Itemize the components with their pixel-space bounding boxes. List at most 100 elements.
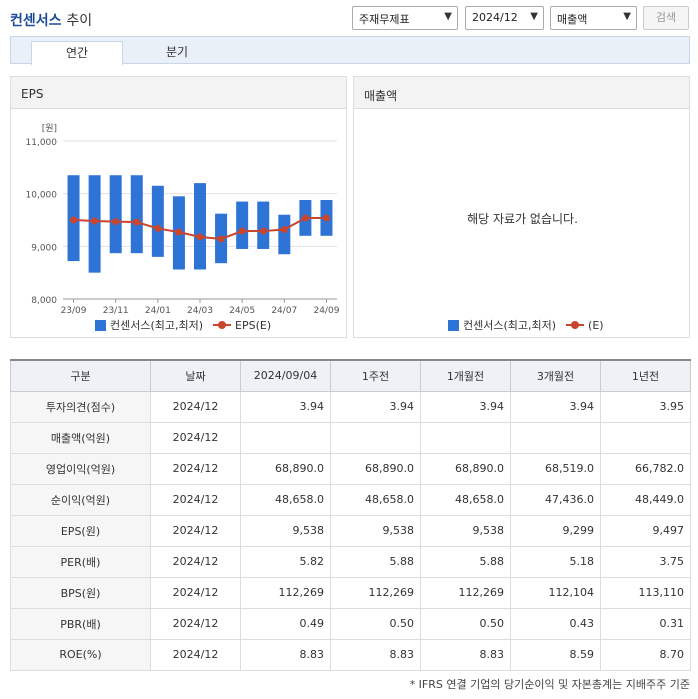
- x-tick-label: 23/09: [61, 306, 87, 316]
- tab-quarterly[interactable]: 분기: [165, 45, 189, 59]
- x-tick-label: 24/03: [187, 306, 213, 316]
- table-cell: 8.83: [420, 638, 511, 671]
- chevron-down-icon: ▼: [530, 11, 538, 22]
- page-header: 컨센서스 추이 주재무제표 ▼ 2024/12 ▼ 매출액 ▼ 검색: [0, 0, 698, 36]
- table-header: 3개월전: [510, 359, 601, 392]
- consensus-range-bar: [151, 185, 164, 257]
- table-header: 1주전: [330, 359, 421, 392]
- search-button[interactable]: 검색: [643, 6, 689, 30]
- table-cell: 3.94: [240, 390, 331, 423]
- legend-bar-label: 컨센서스(최고,최저): [463, 319, 557, 332]
- table-cell: 9,538: [330, 514, 421, 547]
- table-cell: 순이익(억원): [10, 483, 151, 516]
- consensus-range-bar: [236, 201, 249, 249]
- table-row: BPS(원) 2024/12 112,269 112,269 112,269 112,10…: [10, 576, 691, 609]
- page-title-main: 컨센서스: [10, 13, 62, 29]
- table-cell: 5.18: [510, 545, 601, 578]
- eps-chart: 11,000 10,000 9,000 8,000 [원] 23/09 23/11 24/01…: [26, 123, 340, 316]
- table-cell: [510, 421, 601, 454]
- table-cell: 113,110: [600, 576, 691, 609]
- table-header: 구분: [10, 359, 151, 392]
- table-header: 2024/09/04: [240, 359, 331, 392]
- chevron-down-icon: ▼: [444, 11, 452, 22]
- period-select[interactable]: 2024/12 ▼: [465, 6, 544, 30]
- x-tick-label: 24/07: [271, 306, 297, 316]
- table-cell: 0.31: [600, 607, 691, 640]
- table-cell: 2024/12: [150, 638, 241, 671]
- table-cell: 68,890.0: [420, 452, 511, 485]
- table-cell: 2024/12: [150, 483, 241, 516]
- table-cell: [330, 421, 421, 454]
- table-cell: BPS(원): [10, 576, 151, 609]
- legend-line-swatch: [566, 321, 585, 329]
- sales-panel: 매출액 해당 자료가 없습니다. 컨센서스(최고,최저) (E): [353, 76, 690, 338]
- table-cell: 68,890.0: [240, 452, 331, 485]
- table-cell: PER(배): [10, 545, 151, 578]
- table-row: 매출액(억원) 2024/12: [10, 421, 691, 454]
- table-cell: 0.49: [240, 607, 331, 640]
- eps-point: [238, 227, 246, 235]
- table-cell: 5.88: [420, 545, 511, 578]
- table-row: 순이익(억원) 2024/12 48,658.0 48,658.0 48,658.0 47…: [10, 483, 691, 516]
- table-cell: EPS(원): [10, 514, 151, 547]
- y-tick-label: 8,000: [31, 296, 57, 306]
- x-tick-label: 24/09: [313, 306, 339, 316]
- table-cell: [600, 421, 691, 454]
- table-cell: 2024/12: [150, 390, 241, 423]
- sales-legend: 컨센서스(최고,최저) (E): [448, 317, 604, 333]
- table-cell: 2024/12: [150, 545, 241, 578]
- table-cell: 68,890.0: [330, 452, 421, 485]
- eps-point: [196, 233, 204, 241]
- metric-select[interactable]: 매출액 ▼: [550, 6, 637, 30]
- table-header: 날짜: [150, 359, 241, 392]
- eps-legend: 컨센서스(최고,최저) EPS(E): [95, 317, 271, 333]
- y-unit-label: [원]: [42, 123, 57, 134]
- table-cell: 0.50: [420, 607, 511, 640]
- table-cell: [420, 421, 511, 454]
- legend-line-label: (E): [588, 318, 604, 332]
- table-cell: 3.94: [330, 390, 421, 423]
- page-title-sub: 추이: [66, 13, 93, 29]
- period-value: 2024/12: [472, 11, 518, 24]
- table-cell: 5.88: [330, 545, 421, 578]
- table-cell: 3.75: [600, 545, 691, 578]
- table-row: PBR(배) 2024/12 0.49 0.50 0.50 0.43 0.31: [10, 607, 691, 640]
- y-tick-label: 11,000: [26, 138, 58, 148]
- table-cell: 2024/12: [150, 421, 241, 454]
- table-cell: 112,104: [510, 576, 601, 609]
- table-cell: 48,449.0: [600, 483, 691, 516]
- eps-point: [259, 227, 267, 235]
- table-cell: 112,269: [240, 576, 331, 609]
- eps-point: [217, 235, 225, 243]
- consensus-range-bar: [278, 214, 291, 255]
- table-cell: 매출액(억원): [10, 421, 151, 454]
- eps-point: [70, 216, 78, 224]
- sales-panel-title: 매출액: [354, 77, 689, 109]
- table-cell: 3.94: [510, 390, 601, 423]
- table-header: 1개월전: [420, 359, 511, 392]
- eps-point: [154, 224, 162, 232]
- table-cell: 48,658.0: [330, 483, 421, 516]
- table-header: 1년전: [600, 359, 691, 392]
- table-row: PER(배) 2024/12 5.82 5.88 5.88 5.18 3.75: [10, 545, 691, 578]
- table-cell: 66,782.0: [600, 452, 691, 485]
- statement-type-select[interactable]: 주재무제표 ▼: [352, 6, 458, 30]
- consensus-range-bar: [130, 175, 143, 254]
- consensus-range-bar: [194, 183, 206, 270]
- eps-point: [91, 217, 99, 225]
- table-row: 영업이익(억원) 2024/12 68,890.0 68,890.0 68,890.0 6…: [10, 452, 691, 485]
- consensus-table: 구분 날짜 2024/09/04 1주전 1개월전 3개월전 1년전 투자의견(…: [10, 359, 691, 671]
- table-cell: 2024/12: [150, 607, 241, 640]
- table-row: EPS(원) 2024/12 9,538 9,538 9,538 9,299 9,497: [10, 514, 691, 547]
- table-cell: [240, 421, 331, 454]
- tab-annual[interactable]: 연간: [31, 41, 123, 65]
- statement-type-value: 주재무제표: [359, 13, 410, 26]
- table-cell: 투자의견(점수): [10, 390, 151, 423]
- eps-panel-title: EPS: [11, 77, 346, 109]
- table-header-row: 구분 날짜 2024/09/04 1주전 1개월전 3개월전 1년전: [10, 359, 691, 392]
- table-cell: 영업이익(억원): [10, 452, 151, 485]
- table-cell: 3.95: [600, 390, 691, 423]
- y-tick-label: 9,000: [31, 243, 57, 253]
- table-cell: 0.43: [510, 607, 601, 640]
- table-cell: 9,299: [510, 514, 601, 547]
